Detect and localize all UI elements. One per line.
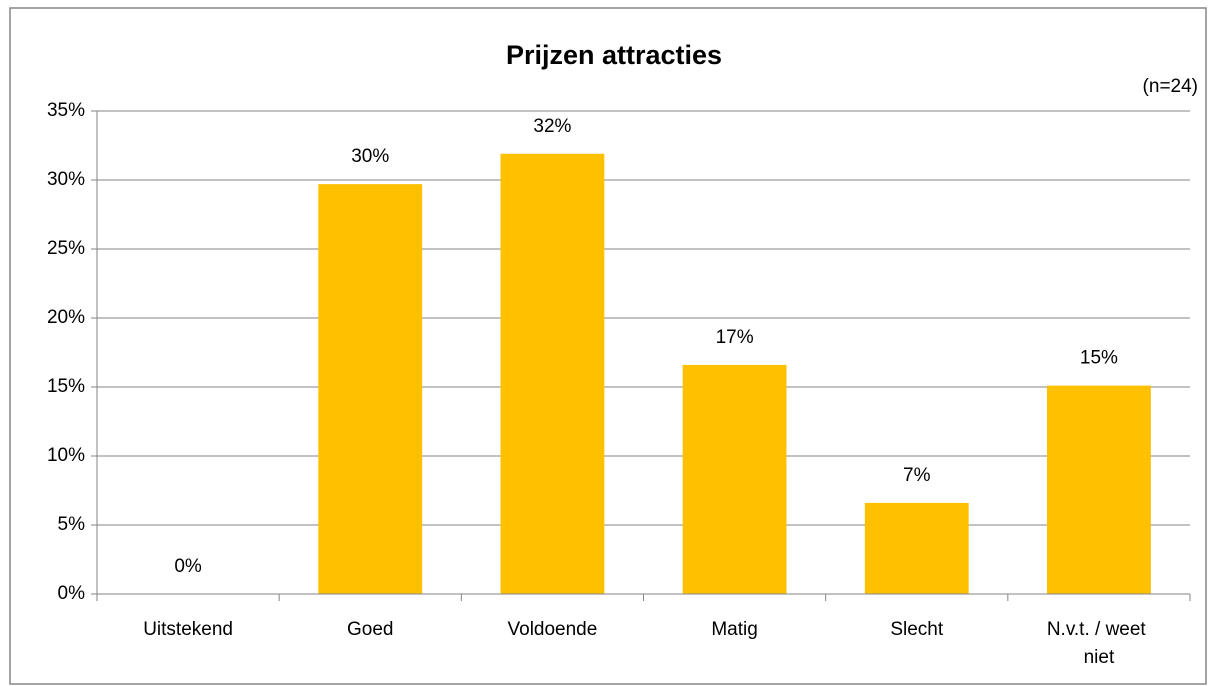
y-tick-label: 0% [58, 583, 86, 604]
data-label: 0% [174, 556, 202, 577]
data-label: 17% [716, 327, 754, 348]
bar [1046, 385, 1151, 594]
y-tick-label: 30% [47, 169, 85, 190]
y-tick-label: 35% [47, 100, 85, 121]
y-tick-label: 15% [47, 376, 85, 397]
bar [864, 502, 969, 594]
data-label: 7% [903, 465, 931, 486]
bar [682, 364, 787, 594]
bar [500, 153, 605, 594]
x-tick-label: Goed [347, 619, 393, 640]
x-tick-label: Slecht [890, 619, 944, 640]
x-tick-label: Uitstekend [143, 619, 233, 640]
x-tick-label: N.v.t. / weet niet [1047, 619, 1151, 668]
annotation: (n=24) [1143, 76, 1198, 97]
bar [318, 184, 423, 594]
y-tick-label: 25% [47, 238, 85, 259]
data-label: 32% [533, 116, 571, 137]
data-label: 30% [351, 146, 389, 167]
y-tick-label: 20% [47, 307, 85, 328]
chart-title: Prijzen attracties [506, 40, 722, 70]
y-tick-label: 5% [58, 514, 86, 535]
x-tick-label: Matig [711, 619, 757, 640]
chart-border [9, 7, 1207, 685]
y-tick-label: 10% [47, 445, 85, 466]
data-label: 15% [1080, 348, 1118, 369]
x-tick-label: Voldoende [508, 619, 598, 640]
